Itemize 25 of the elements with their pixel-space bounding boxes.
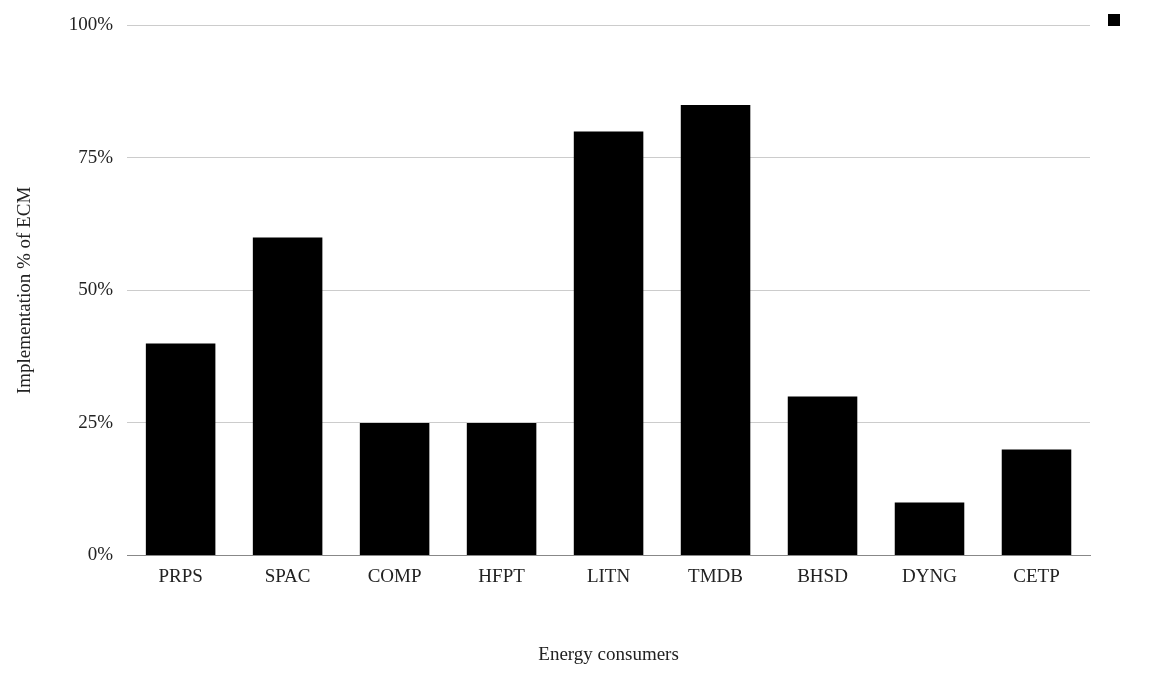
y-tick-label: 75% bbox=[78, 145, 114, 167]
y-tick-label: 0% bbox=[87, 543, 114, 565]
bar bbox=[359, 422, 430, 555]
bar bbox=[573, 131, 644, 555]
y-tick-label: 25% bbox=[78, 410, 114, 432]
x-tick-label: TMDB bbox=[688, 564, 743, 586]
y-axis-title: Implementation % of ECM bbox=[13, 186, 35, 395]
x-tick-label: COMP bbox=[367, 564, 422, 586]
y-tick-label: 100% bbox=[68, 13, 114, 35]
bar bbox=[1001, 449, 1072, 555]
bar bbox=[252, 237, 323, 555]
x-tick-label: BHSD bbox=[797, 564, 848, 586]
bar bbox=[145, 343, 216, 555]
x-axis-title: Energy consumers bbox=[538, 642, 679, 664]
bar bbox=[680, 104, 751, 555]
x-tick-label: HFPT bbox=[478, 564, 526, 586]
bar bbox=[787, 396, 858, 555]
x-tick-label: SPAC bbox=[264, 564, 311, 586]
bar bbox=[466, 422, 537, 555]
x-tick-label: CETP bbox=[1013, 564, 1060, 586]
bar bbox=[894, 502, 965, 555]
x-tick-label: PRPS bbox=[158, 564, 203, 586]
y-tick-label: 50% bbox=[78, 278, 114, 300]
x-tick-label: DYNG bbox=[902, 564, 958, 586]
x-tick-label: LITN bbox=[586, 564, 631, 586]
